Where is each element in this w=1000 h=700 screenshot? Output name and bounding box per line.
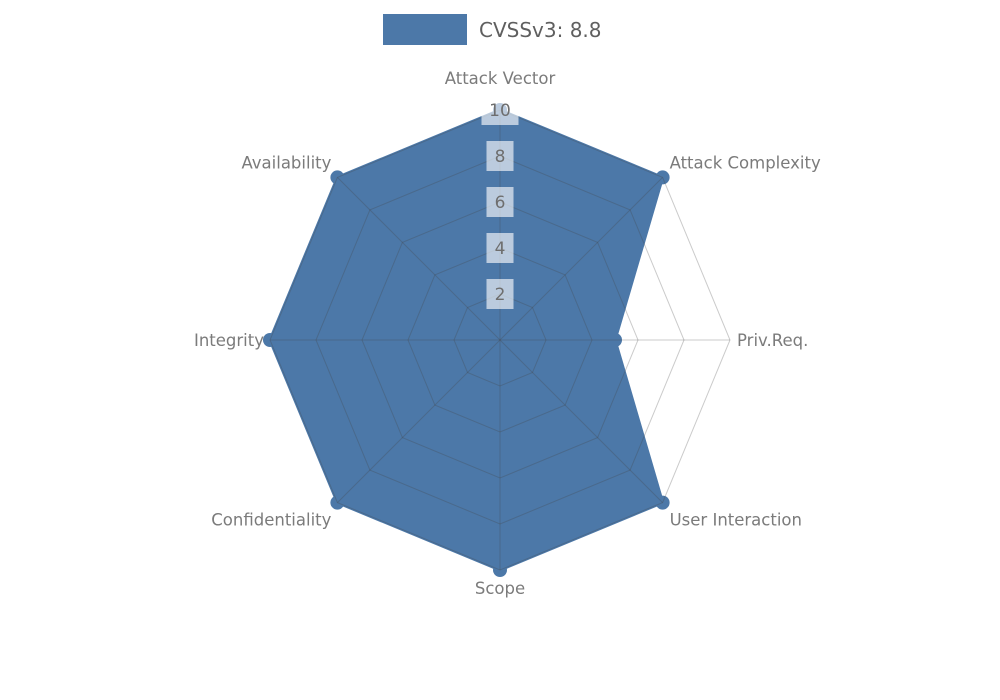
axis-label-availability: Availability [241, 153, 331, 172]
legend: CVSSv3: 8.8 [383, 14, 602, 45]
tick-label: 8 [495, 147, 506, 167]
tick-label-box [486, 141, 514, 171]
axis-label-confidentiality: Confidentiality [211, 511, 331, 530]
axis-label-attack-vector: Attack Vector [445, 69, 556, 88]
tick-label-box [486, 187, 514, 217]
grid-ring [269, 109, 731, 571]
axis-spoke [499, 177, 663, 341]
radar-vertex-dot [263, 333, 277, 347]
axis-spoke [499, 339, 663, 503]
tick-label-box [486, 233, 514, 263]
radar-vertex-dot [493, 563, 507, 577]
legend-label: CVSSv3: 8.8 [479, 17, 602, 42]
radar-vertex-dot [608, 333, 622, 347]
grid-ring [453, 293, 547, 387]
tick-label: 6 [495, 193, 506, 213]
tick-label-box [481, 95, 519, 125]
axis-label-attack-complexity: Attack Complexity [670, 153, 821, 172]
tick-label: 10 [489, 101, 511, 121]
axis-label-scope: Scope [475, 579, 525, 598]
axis-spoke [337, 177, 501, 341]
radar-vertex-dot [330, 170, 345, 185]
axis-spoke [337, 339, 501, 503]
radar-vertex-dot [655, 495, 670, 510]
grid-ring [315, 155, 685, 525]
grid-ring [407, 247, 593, 433]
tick-label: 4 [495, 239, 506, 259]
tick-label: 2 [495, 285, 506, 305]
legend-swatch [383, 14, 467, 45]
grid-ring [361, 201, 639, 479]
axis-label-integrity: Integrity [194, 331, 264, 350]
tick-label-box [486, 279, 514, 309]
radar-vertex-dot [655, 170, 670, 185]
radar-vertex-dot [330, 495, 345, 510]
axis-label-priv-req-: Priv.Req. [737, 331, 808, 350]
axis-label-user-interaction: User Interaction [670, 511, 802, 530]
